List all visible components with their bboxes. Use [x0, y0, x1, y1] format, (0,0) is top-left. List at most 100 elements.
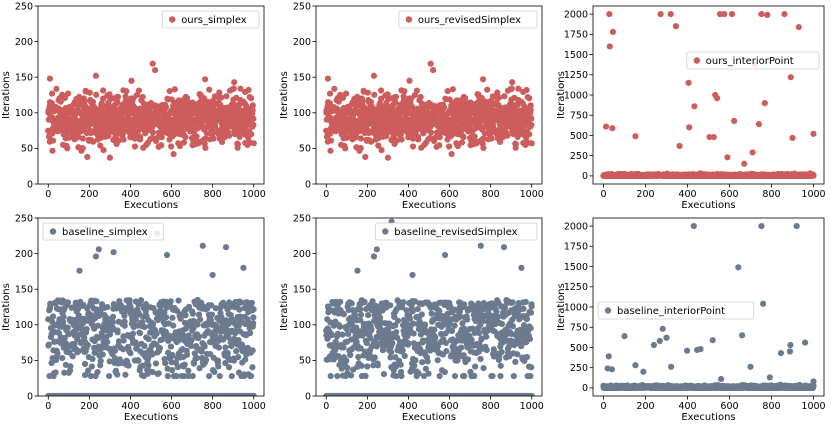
data-point — [248, 131, 255, 138]
data-point — [222, 360, 229, 367]
data-point — [214, 357, 222, 364]
data-point — [106, 154, 114, 161]
data-point — [120, 136, 127, 143]
y-tick-label: 50 — [21, 144, 33, 155]
data-point — [188, 337, 195, 344]
data-point — [413, 87, 421, 94]
data-point — [606, 10, 613, 18]
data-point — [488, 135, 495, 142]
data-point — [520, 321, 528, 329]
data-point — [131, 143, 139, 150]
data-point — [374, 362, 381, 369]
data-point — [87, 372, 94, 380]
data-point — [527, 102, 534, 109]
data-point — [125, 362, 132, 369]
data-point — [109, 319, 116, 326]
data-point — [358, 362, 365, 369]
x-tick-label: 800 — [762, 189, 780, 200]
data-point — [168, 367, 176, 374]
data-point — [496, 94, 503, 101]
data-point — [237, 299, 244, 306]
x-tick-label: 400 — [678, 189, 696, 200]
y-tick-label: 150 — [293, 73, 311, 84]
data-point — [120, 337, 127, 344]
x-tick-label: 800 — [482, 189, 500, 200]
data-point — [728, 10, 736, 18]
data-point — [222, 344, 229, 351]
data-point — [367, 98, 375, 106]
data-point — [434, 357, 441, 364]
legend-box — [161, 10, 260, 29]
data-point — [195, 311, 203, 318]
data-point — [230, 85, 237, 92]
x-tick-label: 600 — [162, 189, 180, 200]
data-point — [401, 352, 408, 360]
data-point — [166, 87, 173, 95]
legend: baseline_simplex — [42, 222, 164, 241]
y-tick-label: 250 — [570, 151, 588, 162]
y-tick-label: 150 — [15, 73, 33, 84]
data-point — [49, 137, 57, 144]
data-point — [67, 363, 74, 370]
data-point — [527, 325, 534, 332]
data-point — [250, 392, 257, 396]
data-point — [495, 313, 502, 320]
y-tick-label: 100 — [293, 108, 311, 119]
data-point — [606, 43, 613, 50]
data-point — [337, 298, 344, 305]
data-point — [212, 305, 219, 312]
data-point — [410, 320, 417, 327]
data-point — [85, 367, 92, 374]
data-point — [129, 330, 137, 337]
y-axis-label: Iterations — [1, 71, 12, 119]
data-point — [399, 341, 406, 349]
data-point — [97, 142, 104, 149]
data-point — [375, 142, 382, 149]
y-axis-label: Iterations — [279, 71, 290, 119]
data-point — [460, 352, 467, 359]
data-point — [235, 337, 242, 344]
data-point — [173, 372, 180, 380]
data-point — [357, 306, 364, 313]
data-point — [685, 79, 692, 86]
data-point — [159, 336, 166, 343]
data-point — [691, 103, 698, 110]
data-point — [436, 372, 443, 380]
data-point — [334, 372, 341, 380]
data-point — [526, 95, 533, 102]
data-point — [226, 132, 233, 139]
data-point — [158, 142, 165, 149]
data-point — [61, 94, 69, 101]
data-point — [49, 313, 57, 320]
data-point — [520, 305, 527, 312]
data-point — [249, 347, 256, 354]
data-point — [672, 23, 680, 30]
data-point — [235, 353, 242, 361]
data-point — [94, 322, 102, 329]
data-point — [362, 372, 369, 380]
data-point — [509, 323, 516, 330]
data-point — [201, 343, 208, 350]
y-tick-label: 250 — [15, 213, 33, 224]
data-point — [415, 370, 422, 377]
data-point — [484, 86, 491, 93]
data-point — [392, 322, 399, 329]
data-point — [169, 351, 176, 359]
data-point — [480, 365, 487, 372]
data-point — [481, 130, 488, 137]
y-tick-label: 100 — [15, 320, 33, 331]
data-point — [90, 138, 97, 145]
data-point — [477, 355, 484, 363]
data-point — [676, 142, 683, 150]
data-point — [409, 308, 416, 315]
data-point — [123, 88, 130, 95]
data-point — [491, 328, 498, 335]
data-point — [764, 11, 771, 18]
x-tick-label: 0 — [45, 401, 51, 412]
data-point — [86, 89, 93, 96]
x-tick-label: 1000 — [242, 401, 266, 412]
data-point — [460, 133, 467, 141]
data-point — [471, 372, 478, 380]
data-point — [343, 357, 350, 364]
data-point — [479, 317, 487, 325]
